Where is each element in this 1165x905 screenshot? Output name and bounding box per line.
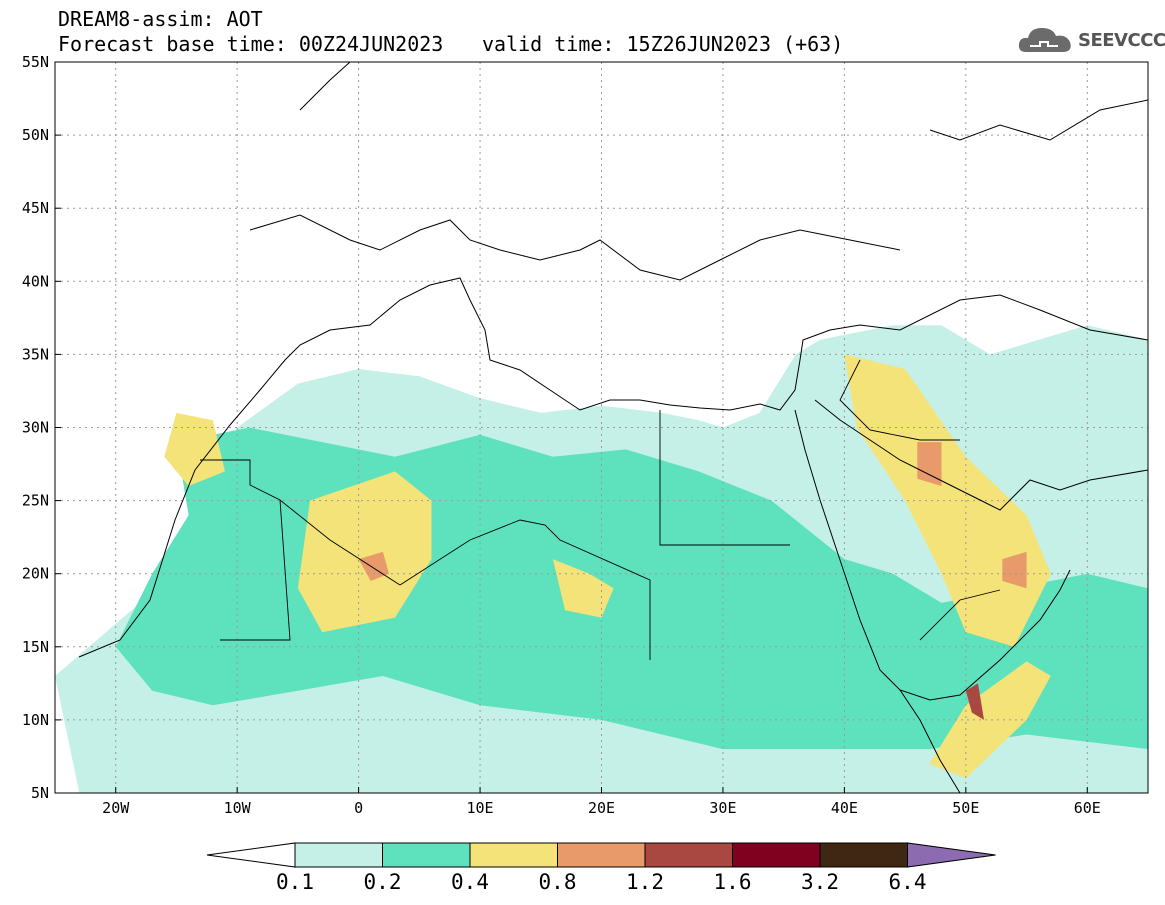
lon-tick-label: 40E	[831, 799, 858, 817]
colorbar-segment	[382, 842, 471, 868]
colorbar-label: 1.6	[714, 870, 752, 894]
aot-region-level-5	[965, 683, 984, 720]
coastline	[929, 99, 1148, 141]
colorbar-lower-arrow	[206, 842, 296, 868]
coastline	[299, 62, 351, 111]
lon-tick-label: 60E	[1074, 799, 1101, 817]
aot-region-level-3	[929, 661, 1051, 779]
lat-tick-label: 55N	[22, 53, 49, 71]
colorbar-segment	[819, 842, 908, 868]
colorbar-label: 1.2	[626, 870, 664, 894]
border-line	[659, 410, 790, 546]
seevccc-logo: SEEVCCC	[1018, 20, 1165, 60]
lat-tick-label: 10N	[22, 711, 49, 729]
lat-tick-label: 50N	[22, 126, 49, 144]
lat-tick-label: 40N	[22, 272, 49, 290]
lat-tick-label: 35N	[22, 345, 49, 363]
border-line	[919, 589, 1001, 641]
forecast-base-time: Forecast base time: 00Z24JUN2023	[58, 32, 444, 56]
border-line	[839, 359, 960, 441]
aot-region-level-3	[552, 559, 614, 618]
colorbar-label: 0.8	[539, 870, 577, 894]
colorbar-label: 3.2	[801, 870, 839, 894]
aot-region-level-4	[358, 551, 389, 581]
colorbar-upper-arrow	[907, 842, 996, 868]
colorbar-label: 0.4	[451, 870, 489, 894]
lat-tick-label: 45N	[22, 199, 49, 217]
coastline	[814, 399, 1148, 511]
lon-tick-label: 10E	[467, 799, 494, 817]
lat-tick-label: 5N	[31, 784, 49, 802]
chart-title: DREAM8-assim: AOT	[58, 7, 263, 31]
valid-time: valid time: 15Z26JUN2023 (+63)	[482, 32, 844, 56]
coastline	[249, 214, 901, 281]
aot-region-level-3	[164, 412, 225, 486]
lon-tick-label: 10W	[224, 799, 252, 817]
cloud-icon	[1018, 28, 1071, 52]
colorbar-label: 0.2	[364, 870, 402, 894]
lon-tick-label: 0	[354, 799, 363, 817]
lat-tick-label: 20N	[22, 565, 49, 583]
lat-tick-label: 15N	[22, 638, 49, 656]
aot-region-level-3	[297, 471, 432, 633]
lon-tick-label: 20W	[102, 799, 130, 817]
border-line	[220, 499, 291, 641]
colorbar-label: 6.4	[889, 870, 927, 894]
colorbar-segment	[294, 842, 383, 868]
colorbar-segment	[557, 842, 646, 868]
colorbar: 0.1 0.2 0.4 0.8 1.2 1.6 3.2 6.4	[206, 842, 996, 894]
colorbar-segment	[644, 842, 733, 868]
aot-region-level-4	[917, 442, 942, 486]
lat-tick-label: 25N	[22, 492, 49, 510]
colorbar-segment	[732, 842, 821, 868]
lat-tick-label: 30N	[22, 419, 49, 437]
coastline	[899, 689, 961, 793]
border-line	[200, 459, 401, 586]
lon-tick-label: 50E	[952, 799, 979, 817]
coastline	[78, 277, 1148, 658]
lon-tick-label: 20E	[588, 799, 615, 817]
border-line	[399, 519, 651, 660]
lon-tick-label: 30E	[709, 799, 736, 817]
colorbar-label: 0.1	[276, 870, 314, 894]
aot-region-level-4	[1002, 551, 1027, 589]
logo-text: SEEVCCC	[1078, 29, 1165, 51]
colorbar-segment	[469, 842, 558, 868]
